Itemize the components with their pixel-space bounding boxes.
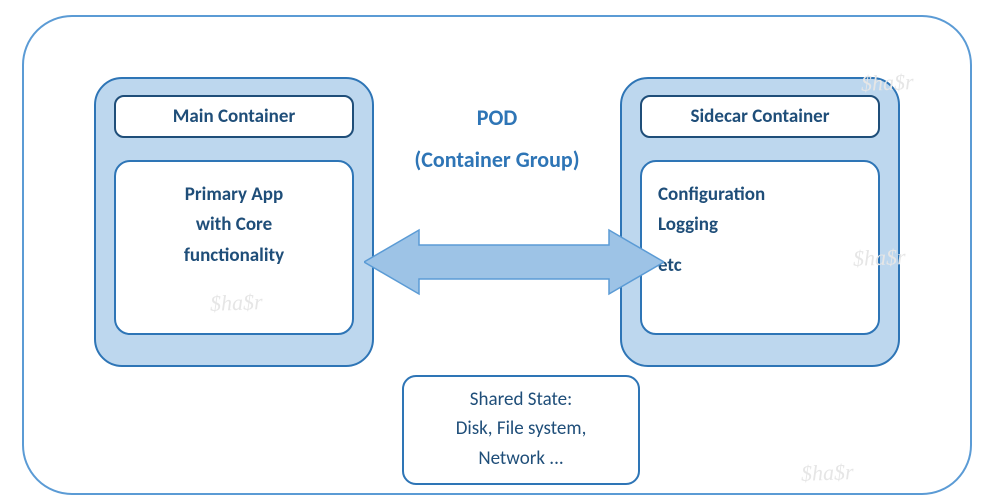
sidecar-container-body: Configuration Logging etc [640,160,880,335]
main-body-line1: Primary App [132,180,336,210]
pod-boundary: Main Container Primary App with Core fun… [22,15,972,495]
pod-label-line2: (Container Group) [24,139,970,181]
main-container-body: Primary App with Core functionality [114,160,354,335]
shared-line2: Disk, File system, [412,414,630,443]
shared-line3: Network ... [412,444,630,473]
arrow-icon [364,227,664,297]
sidecar-body-line3: etc [658,251,862,281]
sidecar-body-line2: Logging [658,210,862,240]
pod-label-line1: POD [24,97,970,139]
spacer [658,241,862,251]
shared-state-box: Shared State: Disk, File system, Network… [402,375,640,485]
main-body-line2: with Core [132,210,336,240]
shared-line1: Shared State: [412,385,630,414]
sidecar-body-line1: Configuration [658,180,862,210]
pod-center-label: POD (Container Group) [24,97,970,181]
main-body-line3: functionality [132,241,336,271]
bidirectional-arrow [364,227,664,297]
